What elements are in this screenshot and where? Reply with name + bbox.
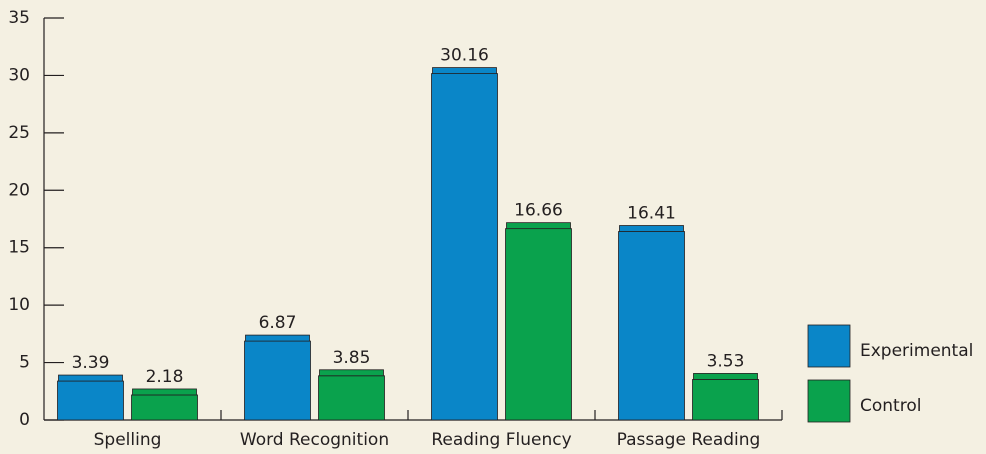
- y-tick-label: 25: [8, 123, 30, 143]
- y-tick-label: 20: [8, 180, 30, 200]
- value-label: 30.16: [440, 46, 489, 66]
- value-label: 3.53: [707, 351, 745, 371]
- bar: [431, 73, 498, 421]
- x-tick-label: Passage Reading: [617, 430, 761, 450]
- value-label: 6.87: [259, 313, 297, 333]
- bar-cap: [58, 374, 123, 382]
- y-tick-label: 5: [19, 353, 30, 373]
- x-tick-label: Word Recognition: [240, 430, 389, 450]
- bar-cap: [319, 369, 384, 377]
- value-label: 16.66: [514, 201, 563, 221]
- y-tick-label: 10: [8, 295, 30, 315]
- value-label: 16.41: [627, 204, 676, 224]
- x-tick-label: Reading Fluency: [431, 430, 571, 450]
- legend-label: Control: [860, 396, 921, 416]
- y-tick-label: 35: [8, 8, 30, 28]
- legend-swatch: [807, 324, 851, 368]
- bar-cap: [432, 67, 497, 74]
- bar-cap: [132, 388, 197, 396]
- bar-cap: [245, 334, 310, 342]
- value-label: 3.39: [72, 353, 110, 373]
- bar: [57, 380, 124, 421]
- legend-swatch: [807, 379, 851, 423]
- y-tick-label: 30: [8, 65, 30, 85]
- bar: [692, 379, 759, 421]
- bar: [131, 394, 198, 421]
- bar: [505, 228, 572, 421]
- bar-cap: [506, 222, 571, 230]
- bar-cap: [693, 373, 758, 380]
- y-tick-label: 15: [8, 238, 30, 258]
- value-label: 2.18: [146, 367, 184, 387]
- bar: [618, 231, 685, 421]
- y-tick-label: 0: [19, 410, 30, 430]
- value-label: 3.85: [333, 348, 371, 368]
- bar: [318, 375, 385, 421]
- x-tick-label: Spelling: [94, 430, 162, 450]
- bar: [244, 340, 311, 421]
- legend-label: Experimental: [860, 341, 973, 361]
- bar-cap: [619, 225, 684, 232]
